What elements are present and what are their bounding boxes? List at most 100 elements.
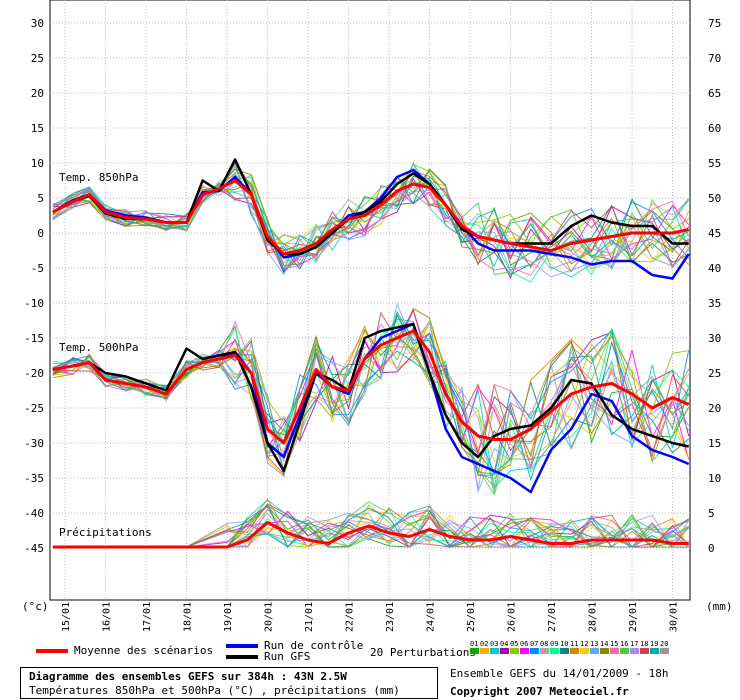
right-unit-label: (mm) — [706, 600, 733, 613]
perturbation-line-850 — [52, 168, 690, 266]
perturbation-number: 04 — [500, 640, 509, 648]
y-tick-label-right: 10 — [708, 472, 721, 485]
perturbation-number: 07 — [530, 640, 539, 648]
y-tick-label-left: -35 — [24, 472, 44, 485]
y-tick-label-right: 35 — [708, 297, 721, 310]
y-tick-label-right: 75 — [708, 17, 721, 30]
section-precip-label: Précipitations — [59, 526, 152, 539]
perturbation-number: 10 — [560, 640, 569, 648]
perturbation-swatches: 01 02 03 04 05 06 07 08 09 10 11 12 13 14 15 16 17 18 19 20 — [470, 640, 670, 656]
legend-mean-swatch — [36, 649, 68, 653]
perturbation-swatch — [640, 648, 649, 654]
y-tick-label-left: 5 — [37, 192, 44, 205]
perturbation-number: 09 — [550, 640, 559, 648]
legend-perturbations: 20 Perturbations — [370, 646, 476, 659]
x-axis-ticks: 15/01 16/01 17/01 18/01 19/01 20/01 21/01 22/01… — [61, 602, 680, 632]
perturbation-swatch — [600, 648, 609, 654]
y-tick-label-right: 20 — [708, 402, 721, 415]
x-tick-label: 21/01 — [304, 602, 315, 632]
perturbation-swatch — [480, 648, 489, 654]
x-tick-label: 17/01 — [142, 602, 153, 632]
perturbation-number: 12 — [580, 640, 589, 648]
x-tick-label: 30/01 — [669, 602, 680, 632]
legend-mean: Moyenne des scénarios — [36, 644, 213, 657]
perturbation-numbers: 01 02 03 04 05 06 07 08 09 10 11 12 13 14 15 16 17 18 19 20 — [470, 640, 670, 648]
y-tick-label-right: 15 — [708, 437, 721, 450]
perturbation-swatch — [500, 648, 509, 654]
perturbation-swatch — [570, 648, 579, 654]
legend-gfs: Run GFS — [226, 650, 310, 663]
perturbation-swatch — [620, 648, 629, 654]
x-tick-label: 20/01 — [264, 602, 275, 632]
perturbation-number: 13 — [590, 640, 599, 648]
legend-control-swatch — [226, 644, 258, 648]
x-tick-label: 23/01 — [385, 602, 396, 632]
perturbation-swatch — [580, 648, 589, 654]
perturbation-line-850 — [52, 161, 690, 276]
perturbation-swatch — [540, 648, 549, 654]
x-tick-label: 16/01 — [102, 602, 113, 632]
perturbation-number: 14 — [600, 640, 609, 648]
info-box: Diagramme des ensembles GEFS sur 384h : … — [20, 667, 438, 699]
perturbation-line-850 — [52, 161, 689, 276]
perturbation-number: 18 — [640, 640, 649, 648]
perturbation-number: 06 — [520, 640, 529, 648]
y-tick-label-left: -15 — [24, 332, 44, 345]
perturbation-swatch-row — [470, 648, 670, 656]
y-tick-label-left: 20 — [31, 87, 44, 100]
perturbation-number: 03 — [490, 640, 499, 648]
perturbation-swatch — [490, 648, 499, 654]
y-tick-label-left: 10 — [31, 157, 44, 170]
y-tick-label-right: 60 — [708, 122, 721, 135]
section-850-label: Temp. 850hPa — [59, 171, 138, 184]
gfs-line-500 — [52, 322, 689, 473]
left-axis-ticks: 30 25 20 15 10 5 0 -5 -10 -15 -20 -25 -30 -35 -40 -45 — [24, 17, 44, 555]
y-tick-label-left: -5 — [31, 262, 44, 275]
perturbation-number: 15 — [610, 640, 619, 648]
x-tick-label: 27/01 — [547, 602, 558, 632]
y-tick-label-right: 65 — [708, 87, 721, 100]
legend-control: Run de contrôle — [226, 639, 363, 652]
y-tick-label-left: 15 — [31, 122, 44, 135]
perturbation-number: 20 — [660, 640, 669, 648]
perturbation-swatch — [470, 648, 479, 654]
perturbation-swatch — [520, 648, 529, 654]
legend-mean-label: Moyenne des scénarios — [74, 644, 214, 657]
y-tick-label-left: -25 — [24, 402, 44, 415]
perturbation-line-precip — [52, 503, 689, 548]
mean-line-500 — [52, 329, 690, 445]
perturbation-number: 17 — [630, 640, 639, 648]
perturbation-number: 02 — [480, 640, 489, 648]
x-tick-label: 22/01 — [345, 602, 356, 632]
x-tick-label: 19/01 — [223, 602, 234, 632]
perturbation-number: 19 — [650, 640, 659, 648]
perturbation-line-500 — [52, 310, 690, 482]
y-tick-label-right: 55 — [708, 157, 721, 170]
legend-gfs-swatch — [226, 655, 258, 659]
left-unit-label: (°c) — [22, 600, 49, 613]
main-series — [52, 158, 690, 549]
perturbation-line-850 — [52, 181, 690, 276]
mean-line-850 — [52, 179, 690, 256]
perturbation-swatch — [610, 648, 619, 654]
perturbation-swatch — [630, 648, 639, 654]
mean-line-precip — [52, 521, 689, 549]
y-tick-label-right: 5 — [708, 507, 715, 520]
perturbation-swatch — [530, 648, 539, 654]
perturbation-swatch — [590, 648, 599, 654]
y-tick-label-left: -30 — [24, 437, 44, 450]
y-tick-label-right: 50 — [708, 192, 721, 205]
y-tick-label-right: 0 — [708, 542, 715, 555]
plot-area — [49, 0, 691, 601]
y-tick-label-left: -20 — [24, 367, 44, 380]
perturbation-swatch — [660, 648, 669, 654]
x-tick-label: 18/01 — [183, 602, 194, 632]
y-tick-label-right: 30 — [708, 332, 721, 345]
ensemble-info: Ensemble GEFS du 14/01/2009 - 18h — [450, 667, 669, 680]
y-tick-label-left: 25 — [31, 52, 44, 65]
perturbation-number: 08 — [540, 640, 549, 648]
perturbation-swatch — [650, 648, 659, 654]
legend-perturbations-label: 20 Perturbations — [370, 646, 476, 659]
info-line2: Températures 850hPa et 500hPa (°C) , pré… — [29, 684, 400, 697]
